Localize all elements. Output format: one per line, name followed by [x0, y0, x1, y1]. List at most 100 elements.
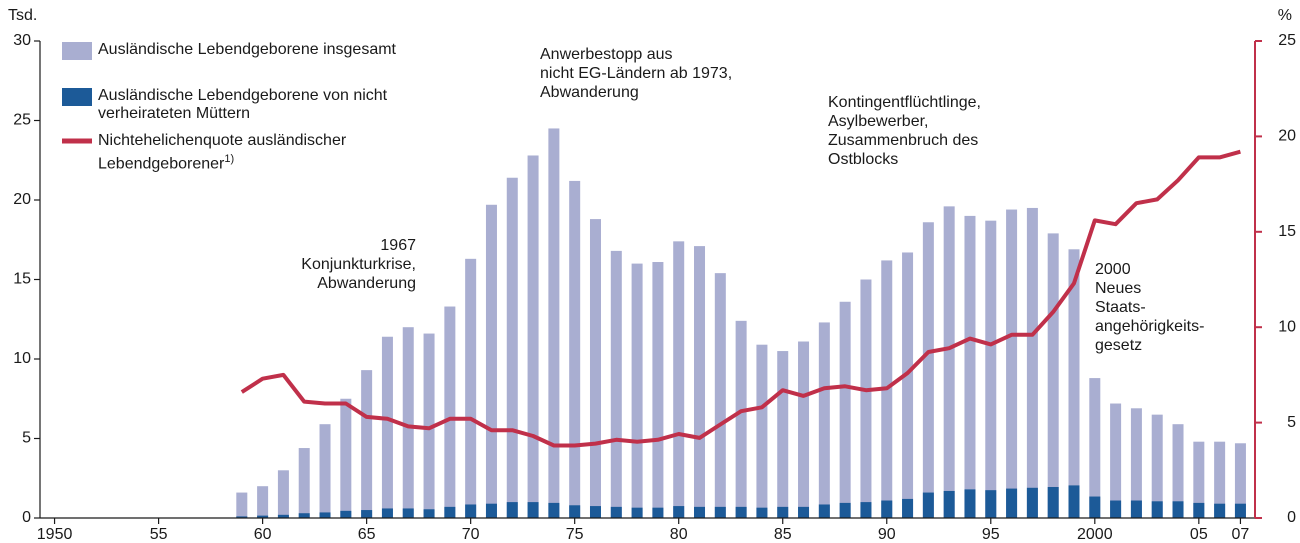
bar: [818, 504, 830, 518]
bar: [1234, 443, 1246, 518]
x-tick-label: 1950: [37, 526, 73, 543]
annotation: Anwerbestopp aus nicht EG-Ländern ab 1973…: [540, 46, 732, 101]
bar: [694, 246, 706, 519]
bar: [402, 327, 414, 518]
legend-label: Ausländische Lebendgeborene von nicht ve…: [98, 87, 388, 122]
bar: [298, 448, 310, 518]
bar: [985, 490, 997, 518]
x-tick-label: 95: [982, 526, 1000, 543]
bar: [527, 502, 539, 518]
bar: [714, 273, 726, 518]
bar: [777, 506, 789, 518]
bar: [943, 490, 955, 518]
y2-tick-label: 10: [1278, 318, 1296, 335]
bar: [902, 498, 914, 518]
bar: [714, 506, 726, 518]
bar: [444, 506, 456, 518]
annotation-line: Ostblocks: [828, 151, 898, 168]
bar: [1006, 209, 1018, 519]
bar: [361, 370, 373, 518]
annotation-line: gesetz: [1095, 337, 1142, 354]
bar: [1234, 503, 1246, 518]
x-tick-label: 65: [358, 526, 376, 543]
bar: [756, 507, 768, 518]
annotation-line: Asylbewerber,: [828, 113, 929, 130]
bar: [527, 155, 539, 519]
bar: [839, 301, 851, 518]
bar: [548, 128, 560, 518]
x-tick-label: 80: [670, 526, 688, 543]
bar: [1110, 403, 1122, 518]
annotation-line: nicht EG-Ländern ab 1973,: [540, 65, 732, 82]
bar: [798, 506, 810, 518]
bar: [569, 180, 581, 519]
bar: [860, 502, 872, 518]
y-tick-label: 0: [22, 509, 31, 526]
bar: [694, 506, 706, 518]
bar: [319, 424, 331, 518]
y2-tick-label: 15: [1278, 223, 1296, 240]
x-tick-label: 70: [462, 526, 480, 543]
bar: [1172, 501, 1184, 518]
y2-tick-label: 5: [1287, 414, 1296, 431]
bar: [610, 250, 622, 518]
bar: [589, 506, 601, 518]
y2-unit: %: [1278, 7, 1292, 24]
bar: [735, 506, 747, 518]
bar: [423, 509, 435, 518]
bar: [1047, 486, 1059, 518]
bar: [964, 215, 976, 518]
y2-tick-label: 20: [1278, 128, 1296, 145]
annotation: 2000 Neues Staats-angehörigkeits-gesetz: [1095, 261, 1204, 354]
bar: [1026, 487, 1038, 518]
legend-text: Nichtehelichenquote ausländischer Lebend…: [98, 132, 347, 173]
bar: [340, 398, 352, 518]
y-tick-label: 10: [13, 350, 31, 367]
bar: [1130, 408, 1142, 518]
y2-tick-label: 25: [1278, 32, 1296, 49]
bar: [735, 320, 747, 518]
bar: [485, 204, 497, 518]
bar: [1047, 233, 1059, 518]
bar: [860, 279, 872, 518]
annotation-line: Abwanderung: [317, 275, 416, 292]
x-tick-label: 2000: [1077, 526, 1113, 543]
bar: [1068, 249, 1080, 519]
bar: [1130, 500, 1142, 518]
bar: [881, 500, 893, 518]
legend-swatch: [62, 88, 92, 106]
bar: [1151, 414, 1163, 518]
bar: [610, 506, 622, 518]
bar: [340, 510, 352, 518]
bar: [943, 206, 955, 519]
annotation-line: Anwerbestopp aus: [540, 46, 673, 63]
bar: [1214, 503, 1226, 518]
bar: [257, 515, 269, 518]
bar: [361, 510, 373, 518]
x-tick-label: 55: [150, 526, 168, 543]
annotation: 1967 Konjunkturkrise, Abwanderung: [301, 237, 416, 292]
annotation-line: angehörigkeits-: [1095, 318, 1204, 335]
bar: [506, 177, 518, 519]
bar: [1006, 488, 1018, 518]
bar: [1110, 500, 1122, 518]
annotation-line: Kontingentflüchtlinge,: [828, 94, 981, 111]
y-tick-label: 20: [13, 191, 31, 208]
bar: [381, 508, 393, 518]
bar: [922, 492, 934, 518]
bar: [236, 516, 248, 518]
annotation: Kontingentflüchtlinge, Asylbewerber, Zusam…: [828, 94, 981, 168]
bar: [548, 502, 560, 518]
x-tick-label: 60: [254, 526, 272, 543]
line: [240, 149, 1241, 448]
bar: [569, 505, 581, 518]
legend-label: Nichtehelichenquote ausländischer Lebend…: [98, 132, 418, 173]
bar: [319, 512, 331, 518]
bar: [485, 503, 497, 518]
bar: [381, 336, 393, 518]
bar: [985, 220, 997, 519]
bar: [402, 508, 414, 518]
y-tick-label: 15: [13, 271, 31, 288]
bar: [1068, 485, 1080, 518]
